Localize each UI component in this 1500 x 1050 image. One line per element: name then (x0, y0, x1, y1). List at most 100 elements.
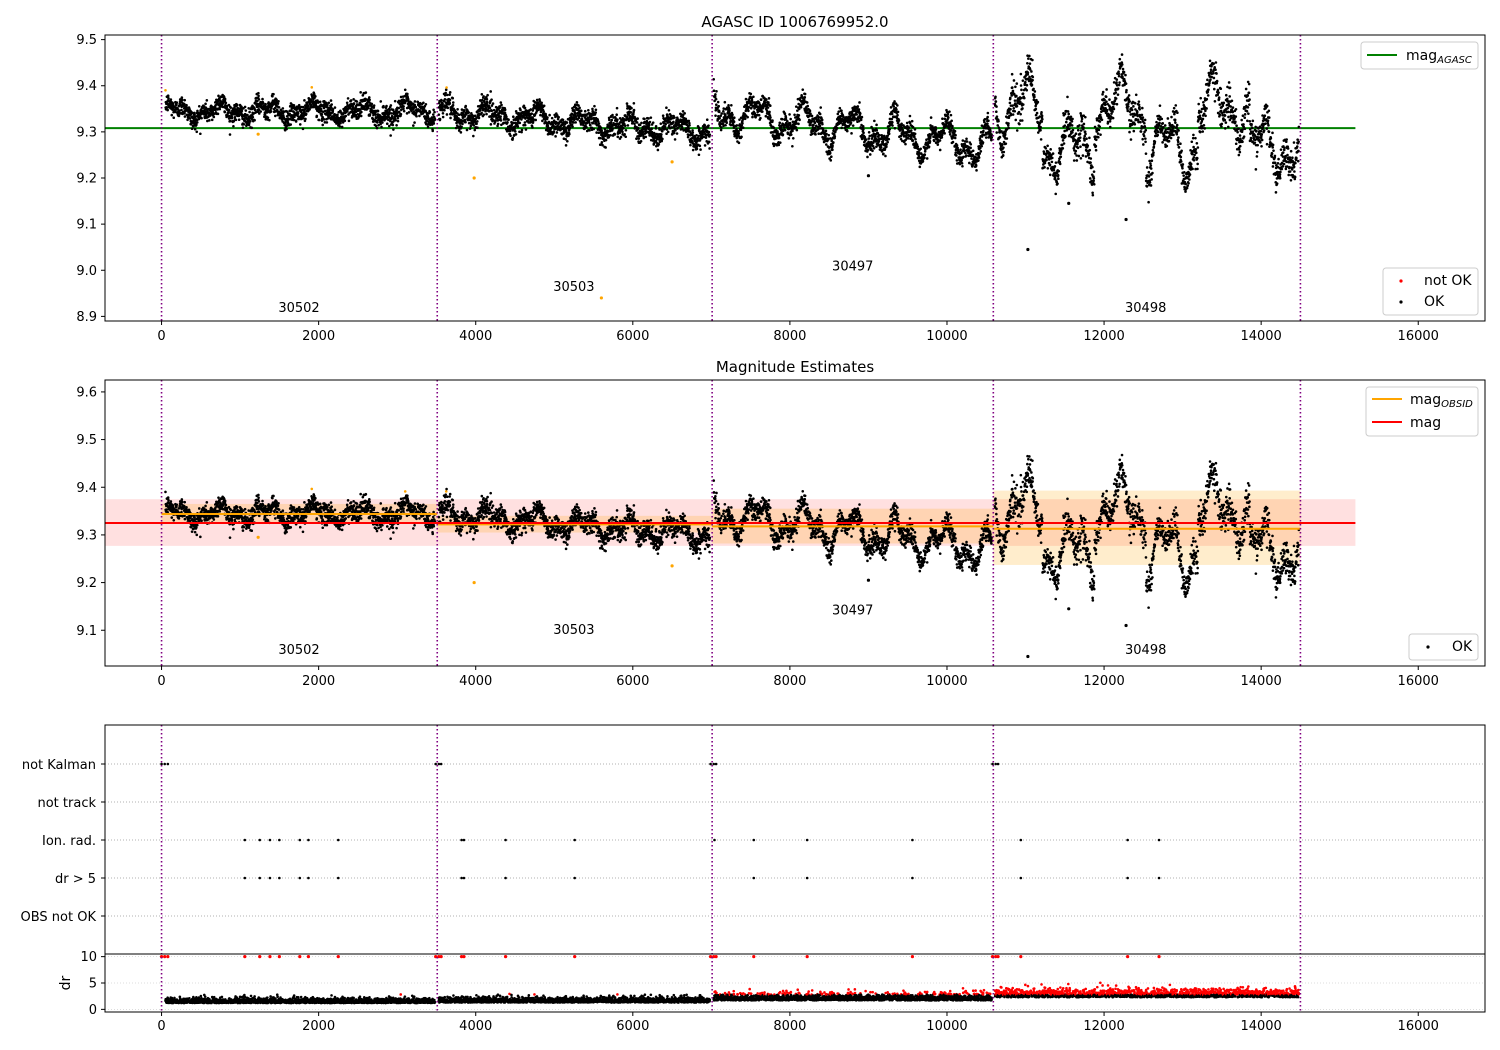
agasc-point (1084, 155, 1088, 158)
agasc-point (744, 97, 748, 101)
agasc-point (893, 126, 897, 130)
agasc-point (703, 124, 707, 127)
agasc-point (953, 136, 957, 140)
agasc-point (828, 151, 832, 155)
agasc-point (1061, 147, 1065, 150)
agasc-point (312, 92, 316, 96)
agasc-point (277, 106, 281, 109)
agasc-point (177, 104, 181, 108)
agasc-point (240, 109, 244, 113)
agasc-point (1082, 122, 1086, 126)
agasc-point (492, 108, 496, 112)
agasc-point (672, 131, 676, 135)
agasc-point (746, 115, 749, 119)
agasc-point (303, 99, 306, 102)
agasc-point (643, 117, 646, 121)
agasc-point (297, 103, 301, 107)
agasc-point (940, 133, 944, 137)
agasc-point (799, 105, 803, 109)
agasc-point (582, 123, 585, 127)
agasc-point (1053, 176, 1057, 180)
agasc-point (500, 103, 503, 107)
agasc-point (990, 133, 993, 136)
agasc-point (777, 143, 781, 147)
agasc-point (531, 126, 534, 129)
agasc-point (1000, 143, 1004, 146)
agasc-point (1078, 136, 1082, 139)
agasc-point (472, 124, 476, 127)
agasc-point (619, 135, 623, 139)
agasc-point (338, 125, 342, 128)
agasc-point (607, 118, 611, 122)
agasc-point (936, 143, 940, 146)
agasc-point (1017, 110, 1021, 114)
agasc-point (840, 109, 843, 113)
agasc-point (651, 121, 655, 124)
agasc-point (1036, 100, 1040, 104)
agasc-point (1057, 177, 1060, 180)
agasc-point (572, 118, 576, 122)
agasc-point (296, 112, 300, 115)
agasc-point (707, 140, 711, 144)
agasc-point (448, 91, 452, 94)
agasc-point (1079, 157, 1083, 160)
agasc-point (264, 102, 267, 106)
agasc-point (707, 130, 711, 134)
agasc-point (304, 112, 308, 116)
agasc-point (269, 110, 273, 113)
agasc-point (732, 116, 736, 119)
agasc-point (818, 112, 822, 116)
agasc-point (1009, 107, 1012, 111)
agasc-point (1008, 101, 1012, 105)
agasc-point (667, 108, 671, 112)
agasc-point (522, 104, 526, 108)
agasc-point (1011, 113, 1015, 116)
agasc-point (480, 111, 483, 115)
agasc-point (791, 144, 794, 148)
agasc-point (822, 128, 825, 132)
agasc-point (514, 133, 518, 136)
agasc-point (244, 109, 248, 112)
agasc-point (1015, 94, 1018, 98)
agasc-point (626, 124, 630, 127)
agasc-point (954, 133, 957, 137)
agasc-point (718, 116, 721, 120)
agasc-point (562, 120, 565, 124)
agasc-point (647, 123, 651, 127)
agasc-point (275, 98, 278, 101)
agasc-point (532, 118, 535, 121)
agasc-point (237, 118, 241, 122)
agasc-point (1082, 126, 1085, 129)
agasc-point (964, 151, 967, 155)
agasc-point (204, 102, 207, 106)
agasc-point (467, 121, 471, 125)
agasc-point (943, 132, 946, 135)
agasc-point (601, 143, 604, 147)
agasc-point (315, 114, 319, 118)
agasc-point (791, 120, 795, 124)
agasc-point (372, 104, 376, 107)
agasc-point (911, 139, 915, 143)
agasc-point (270, 107, 273, 110)
agasc-point (555, 131, 559, 134)
agasc-point (554, 115, 557, 119)
agasc-point (728, 109, 731, 113)
agasc-point (449, 116, 452, 120)
agasc-point (1046, 166, 1050, 170)
agasc-point (1054, 161, 1058, 164)
agasc-point (783, 112, 787, 116)
agasc-point (830, 155, 833, 159)
agasc-point (766, 106, 770, 109)
agasc-point (360, 110, 363, 114)
agasc-point (574, 121, 577, 124)
agasc-point (1074, 132, 1078, 136)
agasc-point (720, 126, 723, 129)
agasc-point (735, 124, 739, 127)
agasc-point (996, 124, 1000, 127)
agasc-point (965, 154, 968, 157)
agasc-point (592, 110, 595, 114)
agasc-point (232, 124, 235, 128)
agasc-point (1040, 120, 1044, 123)
agasc-point (622, 126, 625, 130)
agasc-point (803, 95, 807, 99)
